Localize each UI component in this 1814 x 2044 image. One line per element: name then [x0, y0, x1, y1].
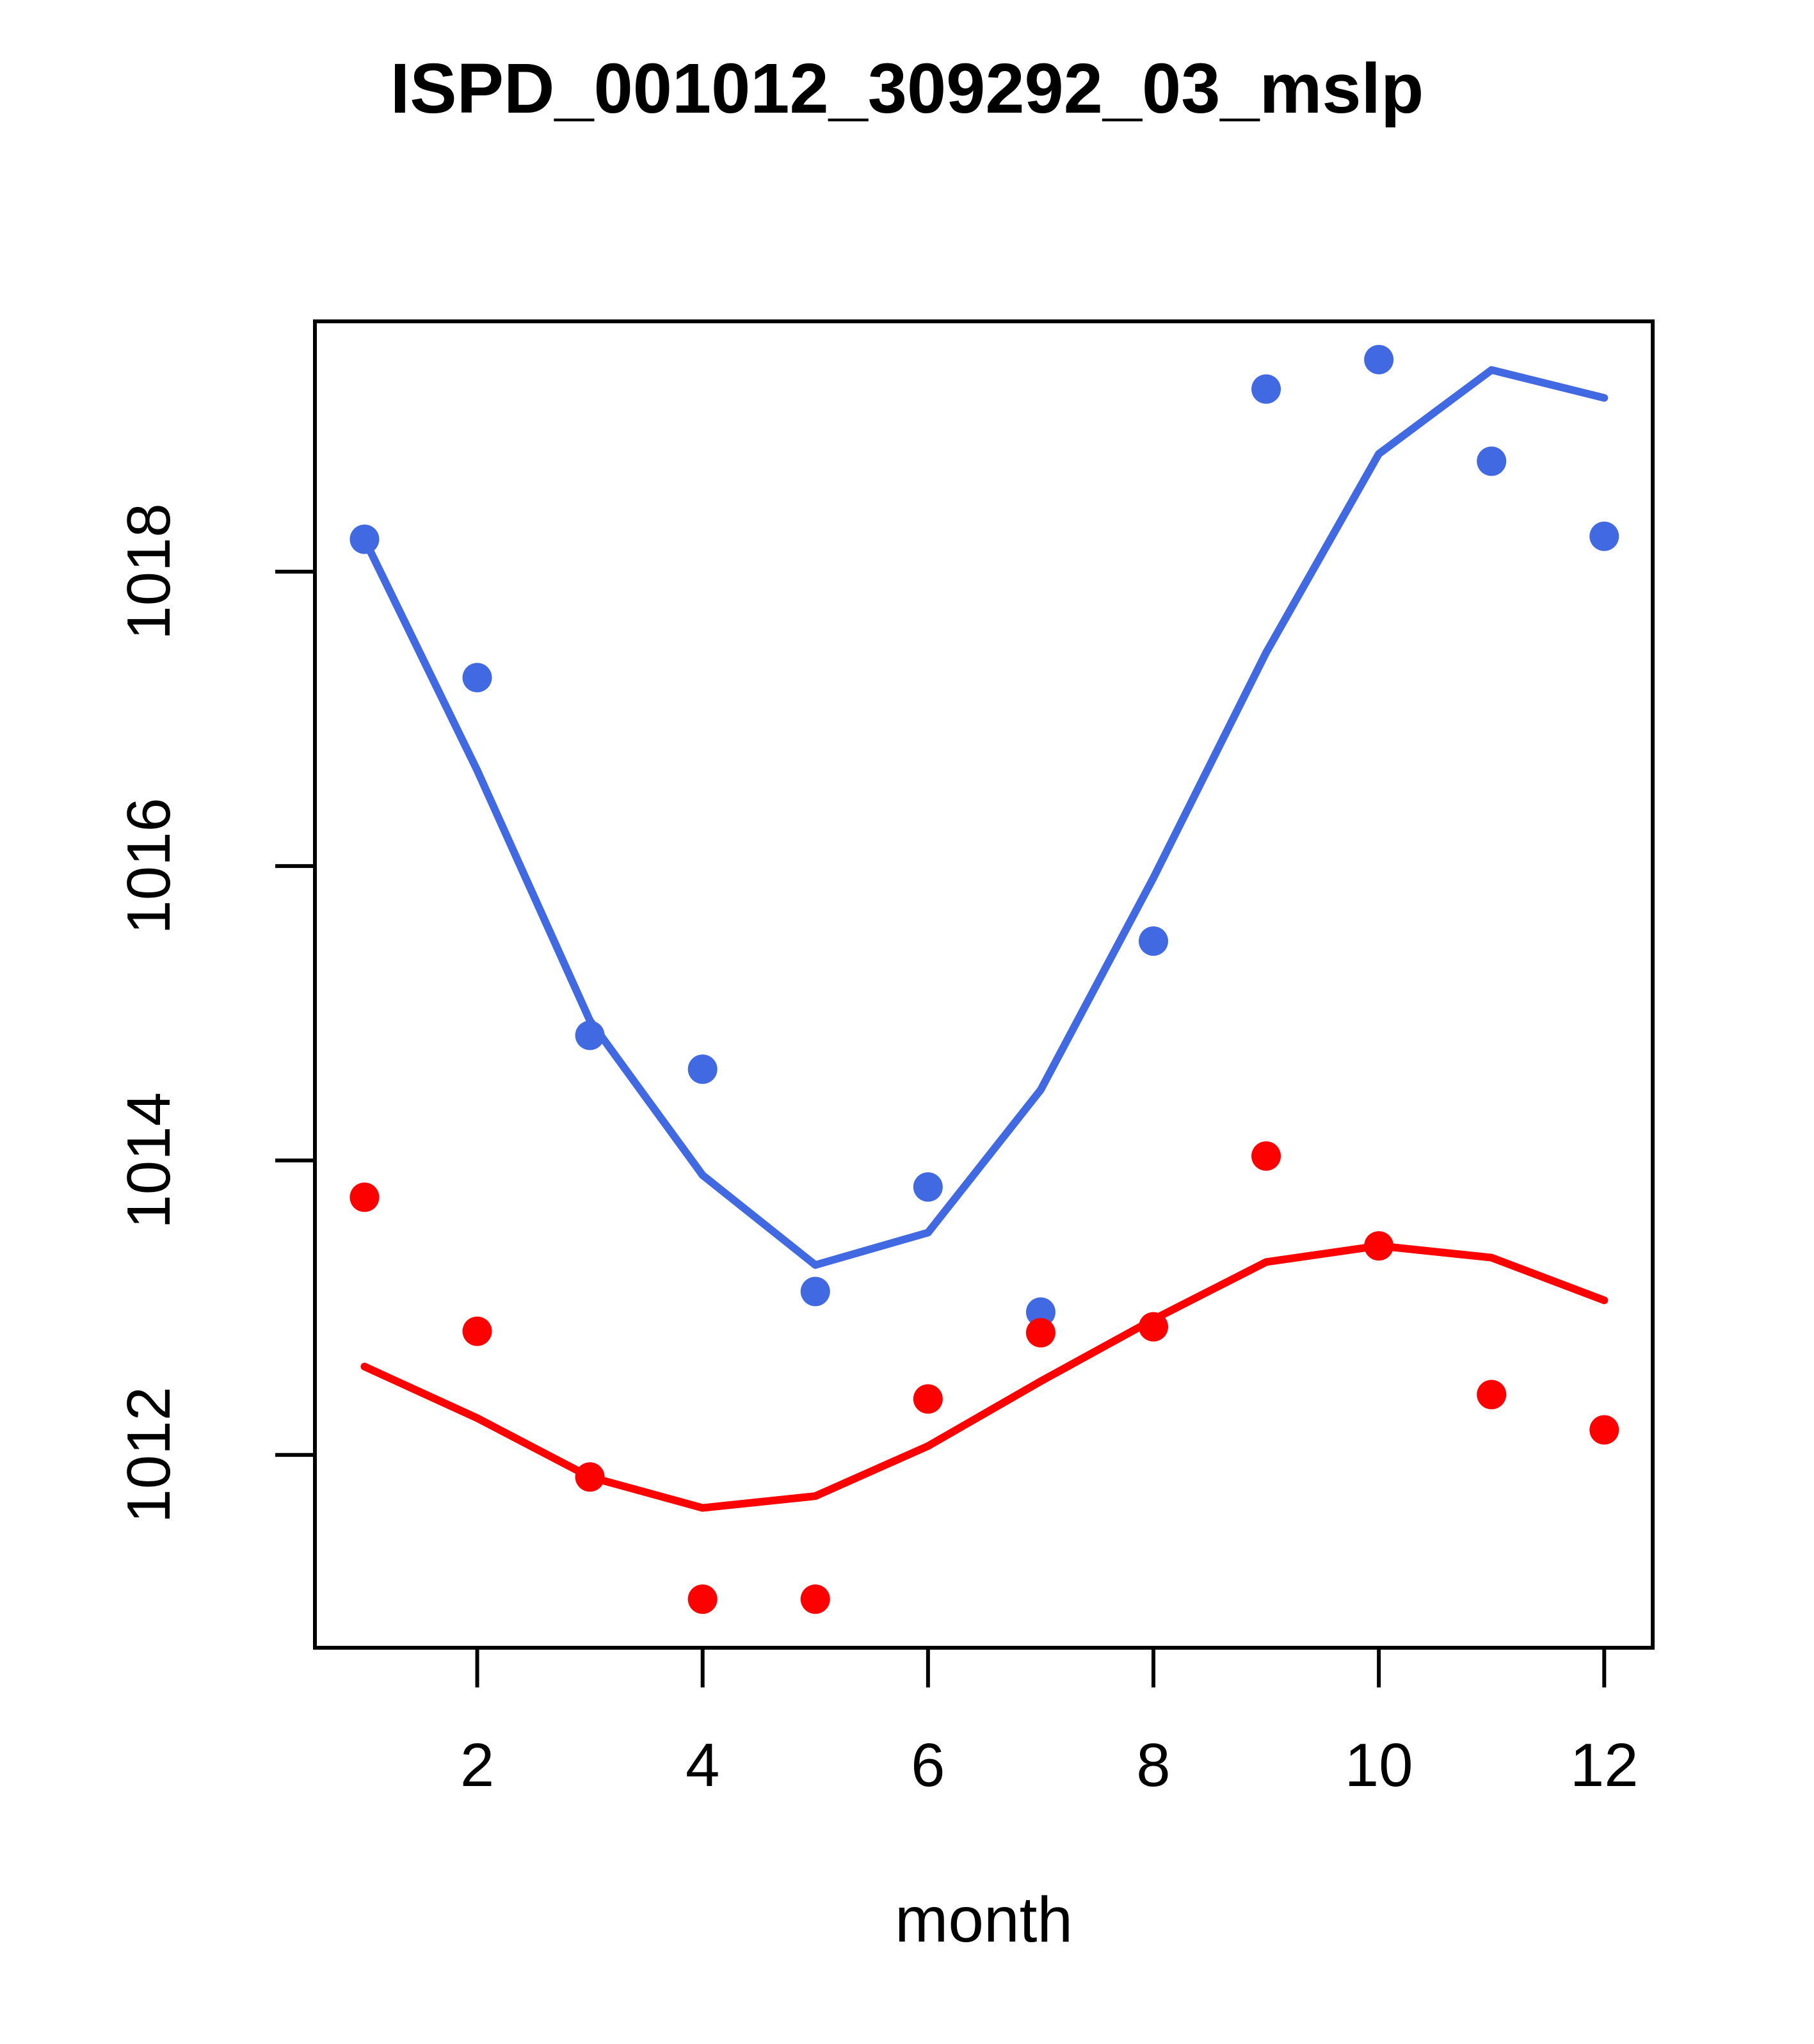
series-1-points-marker: [687, 1054, 718, 1084]
x-tick-label: 12: [1570, 1731, 1639, 1799]
series-2-points-marker: [1589, 1415, 1619, 1445]
y-tick-label: 1018: [115, 503, 183, 640]
y-tick-label: 1016: [115, 798, 183, 935]
series-1-points-marker: [349, 524, 380, 554]
series-1-points-marker: [1364, 344, 1394, 374]
series-2-points-marker: [1251, 1141, 1281, 1171]
x-tick-label: 10: [1345, 1731, 1413, 1799]
series-layer: [349, 344, 1619, 1614]
x-axis-label: month: [895, 1884, 1073, 1956]
x-tick-label: 6: [911, 1731, 945, 1799]
series-1-smooth-line: [360, 366, 1609, 1269]
plot-box: [313, 319, 1655, 1650]
series-1-points-marker: [575, 1020, 605, 1050]
x-axis-ticks: 2 4 6 8 10 12: [460, 1648, 1639, 1799]
series-2-points-marker: [1477, 1380, 1507, 1410]
series-1-points-marker: [1477, 446, 1507, 476]
series-2-points-marker: [575, 1462, 605, 1492]
series-2-smooth-line: [360, 1242, 1609, 1512]
series-2-points-marker: [1364, 1231, 1394, 1261]
series-2-points-marker: [1025, 1317, 1055, 1348]
series-2-points-marker: [349, 1182, 380, 1212]
series-1-points-marker: [1138, 926, 1168, 956]
chart-title: ISPD_001012_309292_03_mslp: [390, 49, 1424, 128]
x-tick-label: 8: [1136, 1731, 1170, 1799]
series-1-points-marker: [1251, 374, 1281, 404]
y-axis-ticks: 1012 1014 1016 1018: [115, 503, 315, 1524]
series-1-points-marker: [913, 1172, 943, 1202]
series-1-points-marker: [800, 1276, 830, 1307]
series-1-points-group: [349, 344, 1619, 1327]
series-2-points-marker: [913, 1384, 943, 1414]
series-2-points-marker: [687, 1584, 718, 1614]
series-2-points-group: [349, 1141, 1619, 1614]
series-2-points-marker: [1138, 1312, 1168, 1342]
series-1-points-marker: [462, 663, 492, 693]
series-2-points-marker: [462, 1316, 492, 1346]
y-tick-label: 1012: [115, 1387, 183, 1524]
series-1-points-marker: [1025, 1297, 1055, 1327]
series-2-points-marker: [800, 1584, 830, 1614]
x-tick-label: 2: [460, 1731, 494, 1799]
y-tick-label: 1014: [115, 1092, 183, 1229]
x-tick-label: 4: [686, 1731, 719, 1799]
series-1-points-marker: [1589, 521, 1619, 551]
